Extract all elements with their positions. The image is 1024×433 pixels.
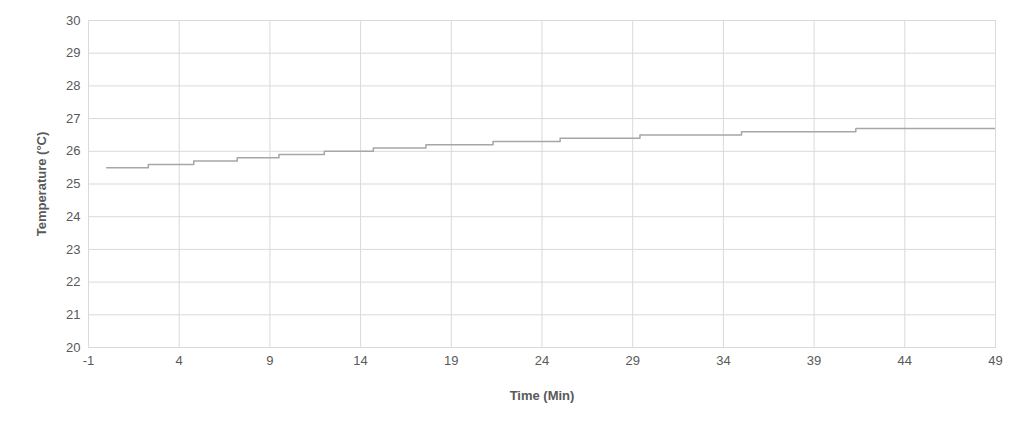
svg-text:27: 27 <box>66 111 80 126</box>
svg-text:20: 20 <box>66 340 80 355</box>
svg-text:44: 44 <box>898 353 912 368</box>
svg-text:9: 9 <box>266 353 273 368</box>
svg-text:Temperature (°C): Temperature (°C) <box>34 132 49 237</box>
svg-text:19: 19 <box>444 353 458 368</box>
svg-text:23: 23 <box>66 242 80 257</box>
svg-text:30: 30 <box>66 13 80 28</box>
svg-text:14: 14 <box>353 353 367 368</box>
svg-text:22: 22 <box>66 274 80 289</box>
svg-text:21: 21 <box>66 307 80 322</box>
svg-text:-1: -1 <box>83 353 95 368</box>
svg-text:24: 24 <box>535 353 549 368</box>
svg-text:39: 39 <box>807 353 821 368</box>
svg-text:24: 24 <box>66 209 80 224</box>
svg-text:26: 26 <box>66 143 80 158</box>
svg-text:29: 29 <box>66 45 80 60</box>
svg-text:28: 28 <box>66 78 80 93</box>
svg-text:29: 29 <box>625 353 639 368</box>
svg-text:49: 49 <box>988 353 1002 368</box>
svg-text:25: 25 <box>66 176 80 191</box>
svg-text:34: 34 <box>716 353 730 368</box>
svg-text:4: 4 <box>176 353 183 368</box>
svg-text:Time (Min): Time (Min) <box>510 388 575 403</box>
